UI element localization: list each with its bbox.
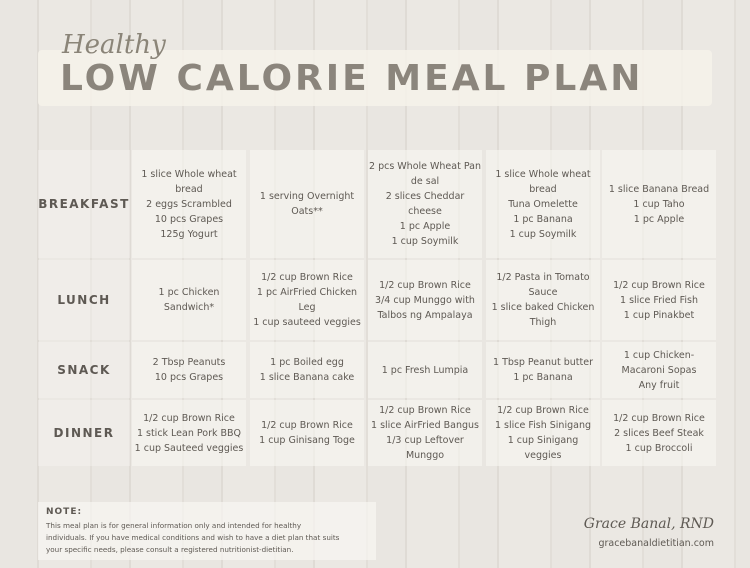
meal-cell: 1 Tbsp Peanut butter 1 pc Banana — [486, 342, 600, 398]
meal-line: Any fruit — [638, 379, 680, 391]
meal-line: Sandwich* — [163, 302, 215, 313]
meal-line: 1 serving Overnight — [259, 191, 355, 202]
meal-line: 1 stick Lean Pork BBQ — [136, 427, 242, 439]
meal-line: 1 cup Ginisang Toge — [259, 435, 355, 446]
meal-line: 2 eggs Scrambled — [146, 198, 232, 210]
meal-cell: 1/2 cup Brown Rice 1 slice Fried Fish 1 cu… — [602, 260, 716, 340]
meal-line: Leg — [298, 302, 316, 313]
meal-line: 1 slice Whole wheat — [495, 168, 591, 180]
meal-cell: 1/2 Pasta in Tomato Sauce 1 slice baked Ch… — [486, 260, 600, 340]
meal-line: Sauce — [528, 287, 558, 298]
meal-cell: 1/2 cup Brown Rice 2 slices Beef Steak 1 c… — [602, 400, 716, 466]
meal-cell: 1 pc Boiled egg 1 slice Banana cake — [250, 342, 364, 398]
meal-line: 1/2 cup Brown Rice — [379, 279, 471, 291]
meal-line: 2 Tbsp Peanuts — [152, 357, 226, 368]
row-label: LUNCH — [38, 260, 130, 340]
meal-line: 1 cup sauteed veggies — [253, 317, 361, 328]
meal-line: bread — [529, 183, 557, 195]
meal-line: 1 cup Soymilk — [391, 236, 459, 247]
meal-line: 1 pc Apple — [399, 221, 451, 232]
meal-line: 1 pc Fresh Lumpia — [381, 364, 469, 376]
meal-line: 2 slices Beef Steak — [614, 427, 704, 439]
note-line: This meal plan is for general informatio… — [46, 521, 302, 530]
meal-line: 1/2 cup Brown Rice — [497, 405, 589, 416]
meal-line: 1 cup Pinakbet — [623, 309, 695, 321]
meal-line: 1/2 cup Brown Rice — [613, 412, 705, 424]
meal-line: 1/2 cup Brown Rice — [143, 412, 235, 424]
meal-line: 1 slice baked Chicken — [491, 302, 595, 313]
row-label: BREAKFAST — [38, 150, 130, 258]
meal-line: 10 pcs Grapes — [154, 372, 224, 383]
meal-line: 1/2 cup Brown Rice — [261, 272, 353, 283]
note-line: your specific needs, please consult a re… — [46, 545, 294, 554]
meal-line: 1 cup Soymilk — [509, 228, 577, 240]
meal-line: 1 pc Banana — [513, 213, 573, 225]
meal-cell: 1 pc Chicken Sandwich* — [132, 260, 246, 340]
meal-line: 1 slice Fried Fish — [620, 294, 698, 306]
meal-line: 1 slice Whole wheat — [141, 168, 237, 180]
meal-cell: 2 Tbsp Peanuts 10 pcs Grapes — [132, 342, 246, 398]
meal-line: 1 pc Apple — [633, 213, 685, 225]
meal-line: de sal — [410, 176, 440, 187]
meal-line: 1 cup Broccoli — [625, 442, 693, 454]
meal-cell: 1/2 cup Brown Rice 1 stick Lean Pork BBQ 1… — [132, 400, 246, 466]
website: gracebanaldietitian.com — [598, 538, 714, 549]
meal-line: 2 pcs Whole Wheat Pan — [369, 161, 481, 172]
meal-cell: 1 serving Overnight Oats** — [250, 150, 364, 258]
meal-cell: 1 pc Fresh Lumpia — [368, 342, 482, 398]
meal-line: Tuna Omelette — [508, 198, 578, 210]
row-label: DINNER — [38, 400, 130, 466]
meal-line: Oats** — [291, 206, 323, 217]
title: LOW CALORIE MEAL PLAN — [60, 58, 644, 99]
meal-line: 10 pcs Grapes — [154, 213, 224, 225]
row-label: SNACK — [38, 342, 130, 398]
meal-cell: 1 slice Whole wheat bread Tuna Omelette 1 p… — [486, 150, 600, 258]
meal-line: 1/2 cup Brown Rice — [261, 420, 353, 431]
meal-cell: 1/2 cup Brown Rice 1 slice AirFried Bangu… — [368, 400, 482, 466]
meal-cell: 1 cup Chicken- Macaroni Sopas Any fruit — [602, 342, 716, 398]
meal-line: 1 pc Chicken — [158, 287, 220, 298]
meal-line: 1/2 Pasta in Tomato — [496, 272, 590, 283]
meal-line: 1 cup Chicken- — [623, 349, 695, 361]
meal-line: 1 cup Sauteed veggies — [134, 442, 244, 454]
meal-cell: 1 slice Banana Bread 1 cup Taho 1 pc Apple — [602, 150, 716, 258]
meal-line: 1 slice Banana Bread — [608, 183, 710, 195]
meal-line: 3/4 cup Munggo with — [375, 294, 475, 306]
note-title: NOTE: — [46, 507, 83, 517]
meal-line: 1 slice Fish Sinigang — [494, 420, 592, 431]
meal-line: Macaroni Sopas — [621, 364, 697, 376]
meal-line: bread — [175, 183, 203, 195]
meal-cell: 1/2 cup Brown Rice 1 cup Ginisang Toge — [250, 400, 364, 466]
meal-line: 2 slices Cheddar cheese — [385, 191, 465, 217]
script-title: Healthy — [62, 30, 166, 60]
meal-line: 1 cup Taho — [633, 198, 685, 210]
author: Grace Banal, RND — [583, 516, 714, 532]
meal-line: 1 pc Banana — [513, 372, 573, 383]
meal-cell: 2 pcs Whole Wheat Pan de sal 2 slices Ched… — [368, 150, 482, 258]
meal-line: Talbos ng Ampalaya — [377, 309, 473, 321]
meal-line: Thigh — [529, 317, 557, 328]
meal-line: 1/3 cup Leftover — [386, 435, 464, 446]
meal-line: veggies — [524, 450, 562, 461]
meal-line: 1/2 cup Brown Rice — [613, 279, 705, 291]
note: NOTE: This meal plan is for general info… — [38, 502, 376, 560]
note-body: This meal plan is for general informatio… — [46, 520, 368, 556]
meal-line: 1 pc AirFried Chicken — [256, 287, 358, 298]
meal-line: 1 pc Boiled egg — [270, 357, 344, 368]
meal-cell: 1/2 cup Brown Rice 1 pc AirFried Chicken L… — [250, 260, 364, 340]
meal-line: 1 Tbsp Peanut butter — [493, 357, 593, 368]
meal-line: 1 cup Sinigang — [507, 435, 579, 446]
meal-line: 125g Yogurt — [160, 228, 218, 240]
title-banner — [38, 50, 712, 106]
note-line: individuals. If you have medical conditi… — [46, 533, 340, 542]
meal-cell: 1/2 cup Brown Rice 3/4 cup Munggo with Tal… — [368, 260, 482, 340]
meal-line: 1/2 cup Brown Rice — [379, 405, 471, 416]
meal-cell: 1 slice Whole wheat bread 2 eggs Scrambled… — [132, 150, 246, 258]
meal-line: Munggo — [405, 450, 445, 461]
meal-line: 1 slice AirFried Bangus — [371, 420, 479, 431]
meal-cell: 1/2 cup Brown Rice 1 slice Fish Sinigang 1… — [486, 400, 600, 466]
meal-line: 1 slice Banana cake — [259, 372, 355, 383]
